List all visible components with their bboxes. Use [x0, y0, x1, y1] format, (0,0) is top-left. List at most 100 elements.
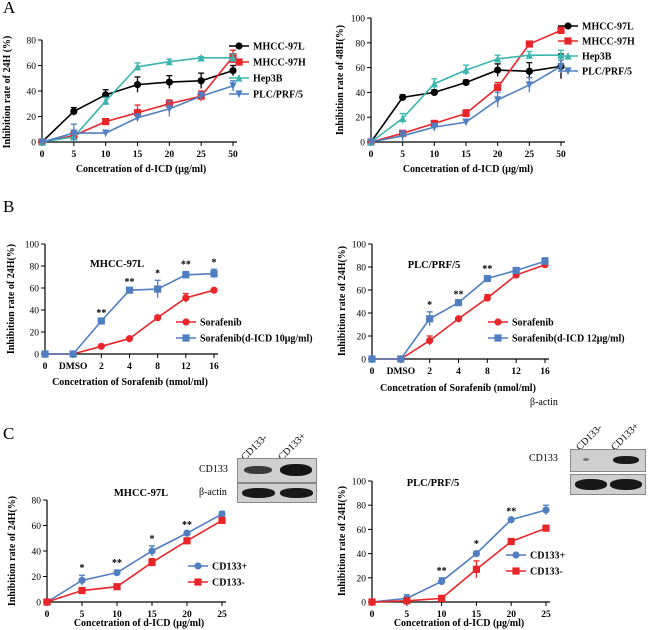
- chart-a1-series-0-point-2: [102, 91, 110, 99]
- chart-b2-significance-3: **: [454, 290, 464, 301]
- chart-b2-legend-label-1: Sorafenib(d-ICD 12μg/ml): [512, 334, 625, 345]
- chart-b1-xtick-label-3: 4: [127, 362, 132, 372]
- chart-b1-xtick-label-6: 16: [209, 362, 219, 372]
- chart-a1-series-1-point-2: [102, 118, 110, 126]
- chart-c1-xtick-label-3: 15: [147, 610, 157, 620]
- chart-c1-legend-label-0: CD133+: [212, 562, 247, 573]
- chart-b1-legend-label-1: Sorafenib(d-ICD 10μg/ml): [200, 334, 313, 345]
- chart-c2-ytick-label-1: 20: [357, 574, 367, 584]
- chart-c2-xtick-label-4: 20: [506, 610, 516, 620]
- chart-b2-series-1-point-0: [368, 355, 376, 363]
- chart-c2-ytick-label-0: 0: [361, 599, 366, 609]
- chart-a2-series-0-point-5: [525, 67, 533, 75]
- panel-label-b: B: [3, 197, 15, 216]
- chart-c2-series-0-point-2: [438, 577, 446, 586]
- chart-a2-series-0-point-3: [462, 78, 470, 87]
- chart-c2-series-1-point-5: [542, 524, 550, 532]
- chart-b2-series-0-point-3: [454, 315, 463, 323]
- chart-b2-ytick-label-1: 20: [357, 333, 367, 343]
- chart-c1-significance-3: *: [150, 534, 155, 545]
- blot-left-actin-strip: [237, 483, 317, 503]
- chart-c1-series-1-point-4: [183, 537, 191, 545]
- chart-b2-legend-marker-1: [494, 334, 502, 342]
- chart-a2-ytick-label-0: 0: [360, 139, 365, 149]
- chart-a1-legend-label-3: PLC/PRF/5: [253, 90, 303, 101]
- chart-c1-series-1-point-2: [113, 583, 121, 591]
- blot-right-band-cd133-pos: [613, 456, 639, 464]
- blot-left-cd133-strip: [237, 458, 317, 483]
- chart-b1-xtick-label-0: 0: [43, 362, 48, 372]
- chart-a1-legend-marker-0: [235, 42, 243, 50]
- chart-c1-xtick-label-2: 10: [112, 610, 122, 620]
- chart-b1-series-1-point-4: [154, 285, 162, 293]
- chart-a1-series-2-point-6: [229, 53, 237, 62]
- blot-left-band-cd133-neg: [244, 466, 272, 474]
- blot-right-row-cd133: CD133: [529, 453, 558, 464]
- chart-b2-ylabel: Inhibition rate of 24H(%): [337, 246, 348, 356]
- chart-a1-series-0-point-6: [229, 67, 237, 75]
- chart-a2-legend-label-0: MHCC-97L: [582, 22, 634, 33]
- chart-b2-series-0-point-2: [426, 337, 434, 345]
- chart-a2-xtick-label-4: 20: [493, 150, 503, 160]
- chart-a2-ytick-label-5: 100: [351, 15, 366, 25]
- chart-a2-series-3-point-3: [462, 118, 470, 127]
- chart-c2-ytick-label-4: 80: [357, 502, 367, 512]
- chart-c1-series-0-point-5: [218, 510, 226, 518]
- chart-a2-series-2-point-5: [525, 51, 533, 59]
- chart-b1-xtick-label-1: DMSO: [59, 362, 88, 372]
- chart-a2-series-3-point-2: [430, 123, 438, 132]
- chart-a1-series-3-point-2: [102, 129, 110, 138]
- chart-a2-legend-marker-3: [564, 67, 572, 76]
- chart-c2-xtick-label-3: 15: [472, 610, 482, 620]
- chart-c1-legend-label-1: CD133-: [212, 578, 245, 589]
- chart-a2-series-0-point-1: [399, 93, 407, 101]
- chart-b1-ytick-label-0: 0: [34, 351, 39, 361]
- chart-c2-ylabel: Inhibition rate of 24H(%): [337, 486, 348, 596]
- chart-a1-series-1-point-3: [133, 109, 142, 117]
- chart-b1-ytick-label-1: 20: [30, 329, 40, 339]
- chart-a2-ytick-label-1: 20: [356, 114, 366, 124]
- chart-b2-series-1-point-5: [512, 266, 520, 275]
- chart-a2-ytick-label-4: 80: [356, 39, 366, 49]
- chart-c1-significance-4: **: [182, 520, 192, 531]
- chart-a2-xlabel: Concetration of d-ICD (μg/ml): [403, 164, 533, 175]
- chart-b1-ytick-label-4: 80: [30, 263, 40, 273]
- chart-b2-xtick-label-3: 4: [456, 367, 461, 377]
- chart-a1-xtick-label-5: 25: [196, 150, 206, 160]
- blot-left-row-cd133: CD133: [199, 464, 228, 475]
- chart-a1-ytick-label-2: 40: [27, 88, 37, 98]
- chart-a2-series-2-point-3: [462, 65, 470, 74]
- chart-c2-significance-2: **: [437, 566, 447, 577]
- western-blot-left: CD133- CD133+ CD133 β-actin: [195, 430, 325, 510]
- chart-b1-ylabel: Inhibition rate of 24H(%): [6, 244, 17, 354]
- blot-right-cd133-strip: [570, 449, 646, 472]
- chart-a1-xtick-label-4: 20: [165, 150, 175, 160]
- chart-b2-xtick-label-5: 12: [511, 367, 521, 377]
- chart-b1-series-0-point-4: [154, 314, 162, 322]
- chart-c1-legend-marker-1: [194, 578, 202, 586]
- chart-b2-ytick-label-3: 60: [357, 287, 367, 297]
- chart-a2-xtick-label-5: 25: [525, 150, 535, 160]
- chart-c1-ytick-label-2: 40: [32, 548, 42, 558]
- chart-a2-series-1-point-3: [462, 109, 470, 118]
- chart-a2-series-1-point-5: [525, 40, 533, 48]
- chart-a1-xtick-label-2: 10: [101, 150, 111, 160]
- chart-a1-xtick-label-3: 15: [133, 150, 143, 160]
- chart-a2-xtick-label-6: 50: [556, 150, 566, 160]
- blot-right-actin-strip: [570, 474, 646, 495]
- chart-b2-series-0-line: [372, 263, 546, 360]
- chart-b1-series-1-point-3: [125, 286, 134, 294]
- chart-c2-legend-marker-0: [512, 551, 520, 559]
- chart-a1-ytick-label-0: 0: [31, 139, 36, 149]
- chart-c2-series-0-line: [371, 509, 547, 603]
- chart-c2-xtick-label-0: 0: [370, 610, 375, 620]
- chart-b1-xtick-label-5: 12: [181, 362, 191, 372]
- chart-b1-title: MHCC-97L: [90, 259, 144, 270]
- chart-a2-legend-label-3: PLC/PRF/5: [582, 67, 632, 78]
- chart-c1-significance-1: *: [80, 563, 85, 574]
- chart-c1-ylabel: Inhibition rate of 24H(%): [7, 496, 18, 606]
- chart-c1-series-1-point-0: [43, 598, 51, 606]
- chart-b1-series-1-point-5: [182, 271, 190, 279]
- chart-c1-xtick-label-1: 5: [80, 610, 85, 620]
- chart-a1-legend-marker-1: [235, 58, 243, 66]
